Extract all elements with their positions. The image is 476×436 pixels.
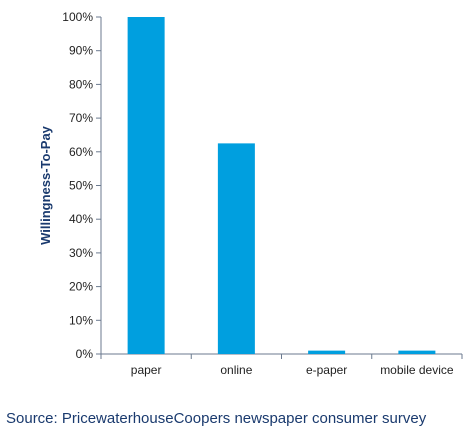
y-tick-label: 100% [62, 10, 93, 24]
source-caption: Source: PricewaterhouseCoopers newspaper… [6, 410, 427, 427]
y-tick-label: 30% [69, 246, 93, 260]
x-category-label: mobile device [380, 363, 454, 377]
y-tick-label: 50% [69, 179, 93, 193]
bar [127, 17, 165, 354]
x-category-labels: paper online e-paper mobile device [131, 363, 454, 377]
y-tick-label: 20% [69, 280, 93, 294]
y-tick-labels: 0% 10% 20% 30% 40% 50% 60% 70% 80% 90% 100% [62, 10, 93, 361]
x-category-label: online [220, 363, 252, 377]
y-tick-label: 70% [69, 111, 93, 125]
y-tick-label: 60% [69, 145, 93, 159]
chart-bars [127, 17, 436, 354]
bar [398, 350, 436, 354]
x-category-label: e-paper [306, 363, 347, 377]
x-category-label: paper [131, 363, 162, 377]
bar-chart: 0% 10% 20% 30% 40% 50% 60% 70% 80% 90% 100% paper o… [38, 10, 463, 377]
y-tick-label: 40% [69, 212, 93, 226]
y-axis-title: Willingness-To-Pay [38, 125, 53, 245]
y-tick-label: 80% [69, 77, 93, 91]
y-tick-label: 90% [69, 44, 93, 58]
bar [217, 143, 255, 354]
y-tick-label: 0% [76, 347, 94, 361]
y-tick-label: 10% [69, 313, 93, 327]
bar [308, 350, 346, 354]
